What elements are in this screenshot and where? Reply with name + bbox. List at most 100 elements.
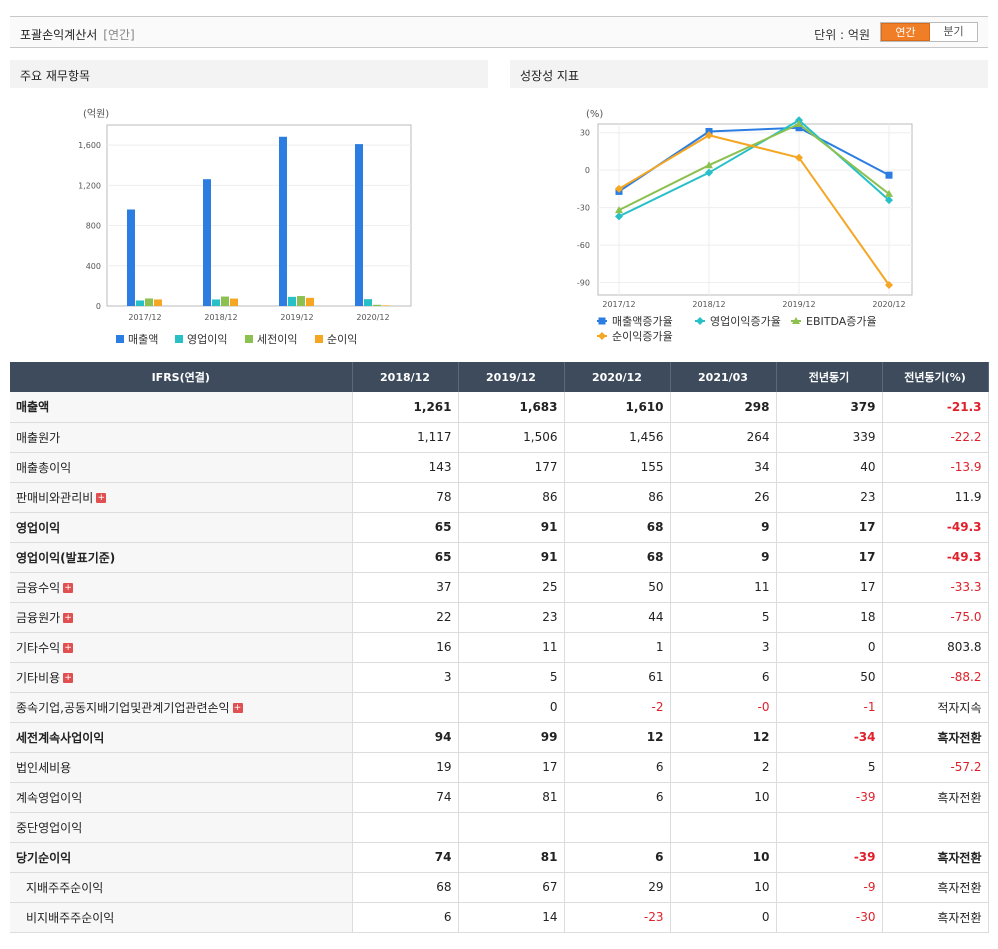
table-row: 영업이익 65 91 68 9 17 -49.3 xyxy=(10,512,989,543)
expand-plus-icon[interactable]: + xyxy=(232,703,243,713)
y-tick-label: -90 xyxy=(577,279,590,288)
expand-plus-icon[interactable]: + xyxy=(63,673,74,683)
y-tick-label: 30 xyxy=(580,129,590,138)
expand-plus-icon[interactable]: + xyxy=(63,613,74,623)
cell-value: 17 xyxy=(458,752,565,783)
expand-plus-icon[interactable]: + xyxy=(63,583,74,593)
data-point xyxy=(615,184,623,193)
x-tick-label: 2019/12 xyxy=(280,313,313,322)
row-label: 세전계속사업이익 xyxy=(10,722,353,753)
column-header: 전년동기 xyxy=(776,362,883,392)
cell-value: 3 xyxy=(352,662,459,693)
row-label: 영업이익(발표기준) xyxy=(10,542,353,573)
cell-value: 0 xyxy=(776,632,883,663)
cell-value: 22 xyxy=(352,602,459,633)
cell-value: 12 xyxy=(564,722,671,753)
y-tick-label: 400 xyxy=(86,262,101,271)
cell-value: 86 xyxy=(564,482,671,513)
row-label: 중단영업이익 xyxy=(10,812,353,843)
cell-value: 25 xyxy=(458,572,565,603)
cell-value: 1,683 xyxy=(458,392,565,423)
statement-header: 포괄손익계산서 [연간] 단위 : 억원 연간 분기 xyxy=(10,16,988,48)
table-row: 비지배주주순이익 6 14 -23 0 -30 흑자전환 xyxy=(10,902,989,933)
cell-value: 1,506 xyxy=(458,422,565,453)
y-axis-label: (억원) xyxy=(83,108,109,120)
cell-value: 1,261 xyxy=(352,392,459,423)
cell-value: 65 xyxy=(352,542,459,573)
cell-value: 12 xyxy=(670,722,777,753)
cell-value: 264 xyxy=(670,422,777,453)
cell-value: 37 xyxy=(352,572,459,603)
financials-bar-chart: 0 400 800 1,200 1,600 (억원) 2017/12 2018/12 2019/… xyxy=(78,108,412,346)
expand-plus-icon[interactable]: + xyxy=(63,643,74,653)
cell-value: 339 xyxy=(776,422,883,453)
cell-value: 298 xyxy=(670,392,777,423)
cell-value: 68 xyxy=(564,542,671,573)
row-label: 매출액 xyxy=(10,392,353,423)
x-tick-label: 2018/12 xyxy=(692,300,725,309)
row-label: 기타비용 + xyxy=(10,662,353,693)
cell-value: 9 xyxy=(670,542,777,573)
y-tick-label: 1,200 xyxy=(78,181,101,190)
cell-value: 1 xyxy=(564,632,671,663)
cell-value: -34 xyxy=(776,722,883,753)
cell-value: 91 xyxy=(458,512,565,543)
plot-area xyxy=(106,124,412,307)
cell-value: 81 xyxy=(458,782,565,813)
column-header: IFRS(연결) xyxy=(10,362,353,392)
data-point xyxy=(795,153,803,162)
cell-value: 9 xyxy=(670,512,777,543)
data-point xyxy=(705,168,713,177)
y-tick-label: -30 xyxy=(577,204,590,213)
row-label: 판매비와관리비 + xyxy=(10,482,353,513)
cell-value: 6 xyxy=(564,782,671,813)
x-tick-label: 2020/12 xyxy=(872,300,905,309)
cell-value: 흑자전환 xyxy=(882,872,989,903)
row-label: 계속영업이익 xyxy=(10,782,353,813)
y-axis-label: (%) xyxy=(586,109,603,120)
table-row: 매출액 1,261 1,683 1,610 298 379 -21.3 xyxy=(10,392,989,423)
cell-value: 68 xyxy=(564,512,671,543)
cell-value: 14 xyxy=(458,902,565,933)
cell-value: 68 xyxy=(352,872,459,903)
cell-value: -75.0 xyxy=(882,602,989,633)
cell-value: 23 xyxy=(458,602,565,633)
cell-value: 17 xyxy=(776,572,883,603)
cell-value: 19 xyxy=(352,752,459,783)
tab-quarter[interactable]: 분기 xyxy=(930,23,977,41)
data-point xyxy=(615,212,623,221)
cell-value: -57.2 xyxy=(882,752,989,783)
tab-annual[interactable]: 연간 xyxy=(881,23,930,41)
cell-value: -88.2 xyxy=(882,662,989,693)
cell-value: 5 xyxy=(670,602,777,633)
cell-value: 0 xyxy=(458,692,565,723)
period-toggle: 연간 분기 xyxy=(880,22,978,42)
table-row: 세전계속사업이익 94 99 12 12 -34 흑자전환 xyxy=(10,722,989,753)
cell-value: 29 xyxy=(564,872,671,903)
column-header: 2020/12 xyxy=(564,362,671,392)
cell-value: 23 xyxy=(776,482,883,513)
cell-value: 2 xyxy=(670,752,777,783)
cell-value: 94 xyxy=(352,722,459,753)
cell-value: 0 xyxy=(670,902,777,933)
cell-value: 78 xyxy=(352,482,459,513)
x-tick-label: 2017/12 xyxy=(602,300,635,309)
cell-value: -9 xyxy=(776,872,883,903)
cell-value: 91 xyxy=(458,542,565,573)
data-point xyxy=(705,161,713,169)
cell-value: 74 xyxy=(352,782,459,813)
cell-value: 11 xyxy=(670,572,777,603)
bar xyxy=(279,136,287,306)
cell-value: -33.3 xyxy=(882,572,989,603)
expand-plus-icon[interactable]: + xyxy=(96,493,107,503)
column-header: 2018/12 xyxy=(352,362,459,392)
cell-value: 50 xyxy=(776,662,883,693)
income-statement-table: IFRS(연결) 2018/12 2019/12 2020/12 2021/03 전년동기… xyxy=(10,362,989,933)
cell-value: 44 xyxy=(564,602,671,633)
row-label: 비지배주주순이익 xyxy=(10,902,353,933)
cell-value: -0 xyxy=(670,692,777,723)
cell-value: 34 xyxy=(670,452,777,483)
data-point xyxy=(885,281,893,290)
cell-value: -13.9 xyxy=(882,452,989,483)
cell-value: 17 xyxy=(776,512,883,543)
